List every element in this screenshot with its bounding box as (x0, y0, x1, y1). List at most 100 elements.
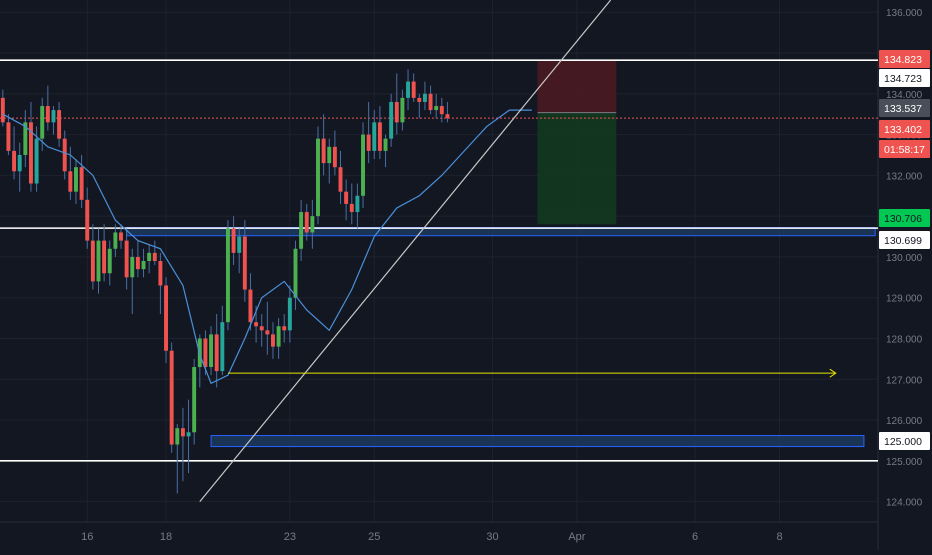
candle-up (192, 367, 197, 433)
candle-down (439, 106, 444, 115)
candle-down (259, 326, 264, 331)
candle-up (372, 122, 377, 151)
price-axis-background (878, 0, 932, 550)
candle-up (327, 146, 332, 164)
price-label-box[interactable] (879, 69, 930, 87)
price-axis[interactable]: 136.000135.000134.000133.000132.000131.0… (879, 8, 930, 509)
price-tick-label: 132.000 (886, 171, 923, 182)
price-tick-label: 129.000 (886, 294, 923, 305)
candle-up (107, 248, 112, 274)
candle-up (287, 297, 292, 331)
candle-down (68, 171, 73, 192)
candle-down (417, 97, 422, 102)
price-label-text: 130.706 (884, 213, 922, 225)
candle-down (394, 101, 399, 123)
candle-up (299, 212, 304, 249)
candle-up (74, 167, 78, 192)
price-label-box[interactable] (879, 140, 930, 158)
trendline[interactable] (199, 0, 612, 502)
time-tick-label: 30 (486, 531, 498, 543)
horizontal-levels[interactable] (0, 59, 878, 462)
candle-down (57, 110, 62, 139)
candle-up (186, 432, 191, 437)
time-tick-label: 6 (692, 531, 698, 543)
candle-up (175, 428, 180, 445)
candle-down (152, 252, 157, 261)
candle-up (96, 240, 101, 282)
price-label-box[interactable] (879, 120, 930, 138)
price-tick-label: 127.000 (886, 375, 923, 386)
price-label-box[interactable] (879, 99, 930, 117)
time-tick-label: 16 (81, 531, 93, 543)
candle-down (366, 134, 371, 151)
candle-down (282, 326, 287, 331)
candle-up (400, 97, 405, 123)
price-tick-label: 130.000 (886, 253, 923, 264)
candle-up (225, 228, 230, 323)
price-tick-label: 128.000 (886, 334, 923, 345)
candle-down (28, 122, 33, 184)
candle-up (422, 93, 427, 102)
moving-average (2, 109, 532, 385)
candle-down (79, 167, 84, 200)
candle-down (6, 122, 11, 151)
candle-up (51, 110, 56, 123)
position-tool[interactable] (537, 60, 617, 225)
candle-up (355, 195, 360, 213)
candle-down (338, 167, 343, 192)
price-label-text: 134.723 (884, 73, 922, 85)
candle-down (90, 240, 95, 282)
price-label-text: 125.000 (884, 436, 922, 448)
candle-up (220, 322, 225, 372)
candle-up (383, 138, 388, 151)
support-zone (210, 435, 865, 448)
price-label-box[interactable] (879, 231, 930, 249)
plot-background (0, 0, 878, 522)
candle-down (214, 334, 219, 372)
take-profit-zone[interactable] (537, 112, 617, 225)
target-arrow[interactable] (227, 368, 837, 378)
candle-down (265, 330, 270, 335)
price-tick-label: 136.000 (886, 8, 923, 19)
time-tick-label: 23 (284, 531, 296, 543)
candle-up (276, 326, 281, 347)
candle-down (242, 236, 247, 290)
candle-up (316, 138, 320, 217)
stop-loss-zone[interactable] (537, 60, 617, 113)
candle-down (270, 334, 275, 347)
price-tick-label: 125.000 (886, 457, 923, 468)
candle-up (130, 256, 135, 278)
moving-average-line (2, 109, 532, 385)
time-tick-label: 18 (160, 531, 172, 543)
candle-up (209, 334, 214, 368)
candle-down (102, 240, 107, 274)
candle-up (293, 248, 298, 298)
candle-down (180, 428, 185, 437)
candle-up (17, 154, 22, 172)
candle-down (349, 203, 354, 213)
price-label-text: 01:58:17 (884, 144, 925, 156)
candle-down (254, 322, 259, 327)
candle-up (113, 232, 118, 249)
time-tick-label: 8 (776, 531, 782, 543)
candle-down (119, 232, 123, 241)
time-axis[interactable]: 16 18 23 25 30 Apr 6 8 (81, 531, 782, 543)
time-tick-label: 25 (368, 531, 380, 543)
candle-up (40, 106, 45, 139)
price-label-box[interactable] (879, 50, 930, 68)
price-label-box[interactable] (879, 209, 930, 227)
candle-up (389, 101, 394, 139)
ascending-trendline[interactable] (199, 0, 612, 502)
price-label-text: 130.699 (884, 235, 922, 247)
candle-down (428, 93, 433, 111)
candle-down (411, 81, 416, 98)
candle-down (135, 256, 140, 270)
candle-down (203, 338, 208, 368)
price-tick-label: 126.000 (886, 416, 923, 427)
price-label-box[interactable] (879, 432, 930, 450)
candle-up (23, 122, 28, 155)
candle-up (361, 134, 365, 196)
